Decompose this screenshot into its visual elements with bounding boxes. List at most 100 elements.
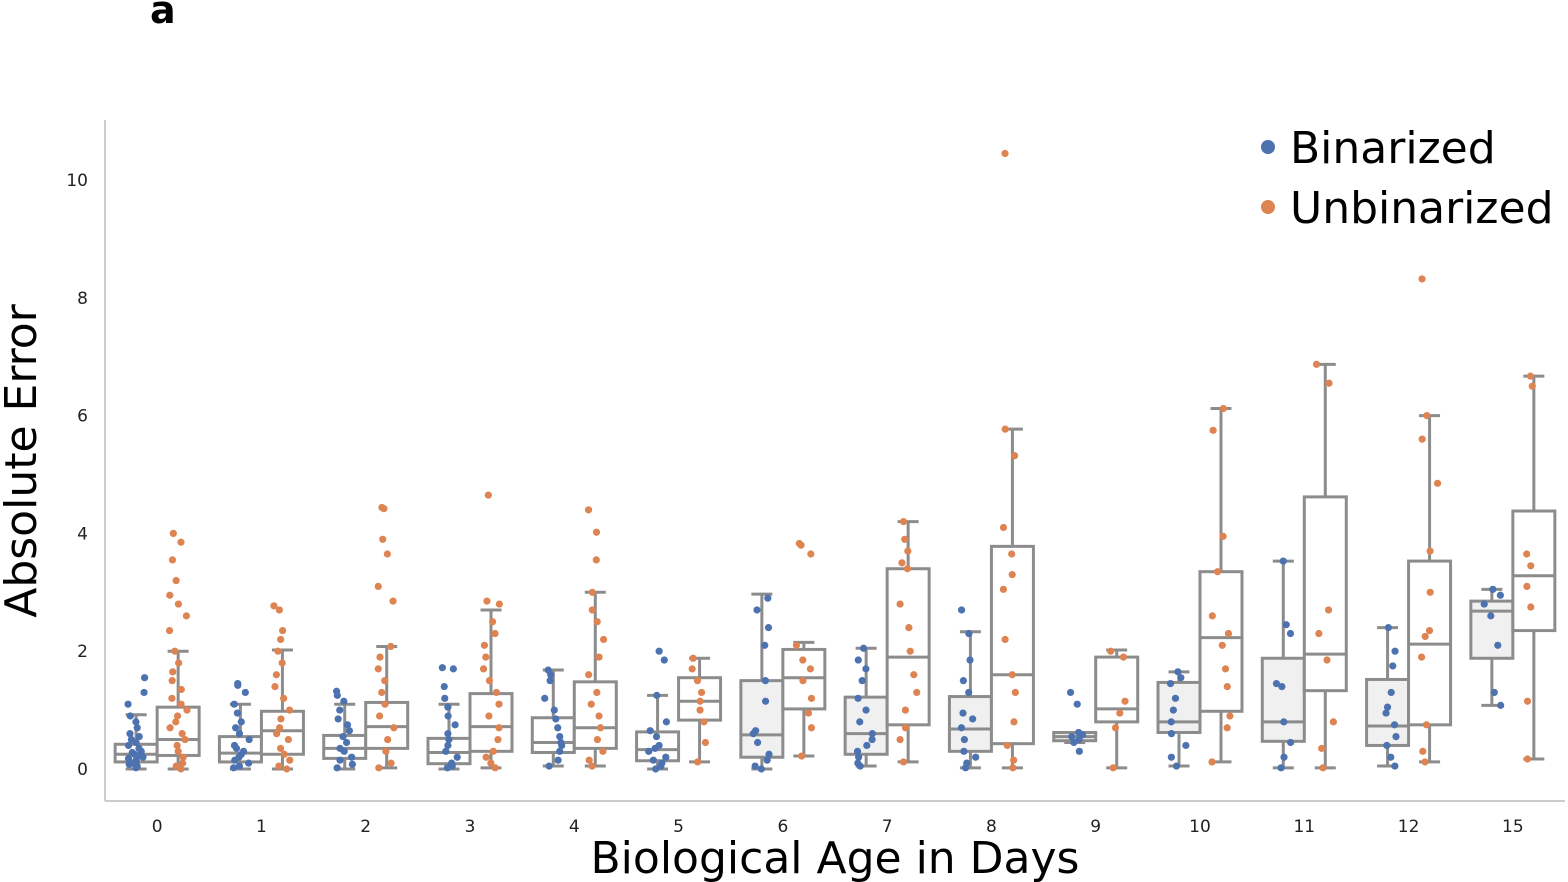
data-point-binarized [133, 724, 141, 732]
data-point-binarized [126, 712, 134, 720]
data-point-unbinarized [495, 600, 503, 608]
data-point-unbinarized [1009, 764, 1017, 772]
data-point-binarized [438, 664, 446, 672]
data-point-binarized [1066, 688, 1075, 697]
data-point-unbinarized [1119, 653, 1128, 661]
data-point-unbinarized [585, 671, 593, 679]
data-point-unbinarized [1523, 550, 1531, 558]
data-point-binarized [550, 706, 558, 714]
data-point-binarized [1496, 591, 1504, 599]
data-point-unbinarized [1329, 718, 1337, 726]
box-binarized [1260, 656, 1306, 743]
data-point-binarized [124, 700, 132, 708]
data-point-unbinarized [1008, 671, 1016, 679]
data-point-unbinarized [1010, 718, 1018, 726]
data-point-binarized [1169, 706, 1177, 714]
data-point-binarized [1490, 688, 1498, 697]
y-tick-label: 4 [77, 524, 88, 544]
data-point-unbinarized [173, 741, 181, 750]
data-point-binarized [1172, 762, 1181, 770]
data-point-unbinarized [1323, 656, 1331, 664]
data-point-binarized [334, 715, 342, 723]
data-point-unbinarized [1318, 744, 1326, 752]
data-point-unbinarized [904, 547, 912, 555]
data-point-unbinarized [798, 752, 806, 760]
data-point-unbinarized [1523, 697, 1532, 705]
data-point-unbinarized [1213, 568, 1222, 576]
data-point-unbinarized [383, 550, 391, 558]
data-point-binarized [862, 665, 870, 673]
data-point-binarized [336, 744, 344, 752]
x-tick-label: 8 [986, 817, 997, 837]
data-point-binarized [451, 721, 459, 729]
data-point-unbinarized [174, 600, 183, 608]
data-point-binarized [853, 747, 862, 755]
x-axis-title: Biological Age in Days [591, 833, 1080, 882]
data-point-binarized [336, 756, 344, 764]
data-point-unbinarized [489, 747, 497, 755]
data-point-unbinarized [169, 529, 177, 538]
x-tick-label: 7 [882, 817, 893, 837]
data-point-unbinarized [270, 602, 278, 610]
data-point-unbinarized [1523, 755, 1532, 763]
data-point-unbinarized [389, 597, 397, 605]
data-point-unbinarized [584, 506, 593, 514]
data-point-binarized [444, 741, 452, 750]
data-point-binarized [132, 718, 140, 726]
data-point-binarized [1286, 629, 1295, 638]
data-point-unbinarized [179, 753, 187, 761]
data-point-unbinarized [1223, 724, 1231, 732]
data-point-binarized [658, 759, 666, 767]
data-point-unbinarized [1111, 724, 1120, 732]
data-point-binarized [556, 747, 564, 755]
data-point-unbinarized [378, 688, 386, 697]
data-point-unbinarized [1209, 426, 1217, 434]
data-point-unbinarized [896, 600, 904, 608]
data-point-unbinarized [1226, 712, 1234, 720]
data-point-unbinarized [999, 585, 1008, 593]
data-point-unbinarized [905, 624, 913, 632]
box-unbinarized [1198, 570, 1244, 713]
data-point-binarized [348, 760, 356, 768]
data-point-binarized [763, 756, 771, 764]
data-point-binarized [1389, 662, 1397, 670]
data-point-binarized [662, 718, 671, 726]
data-point-unbinarized [1421, 758, 1429, 766]
data-point-binarized [1166, 679, 1175, 688]
box-unbinarized [885, 567, 931, 727]
data-point-binarized [959, 709, 967, 717]
data-point-unbinarized [804, 709, 813, 717]
data-point-unbinarized [482, 653, 490, 661]
data-point-binarized [1382, 709, 1390, 717]
legend-marker-binarized [1261, 140, 1275, 154]
legend-label-binarized: Binarized [1290, 123, 1496, 174]
data-point-unbinarized [795, 539, 803, 548]
data-point-binarized [761, 641, 769, 649]
x-tick-label: 3 [465, 817, 476, 837]
data-point-unbinarized [1433, 479, 1442, 487]
data-point-unbinarized [1109, 764, 1117, 772]
data-point-binarized [339, 733, 347, 741]
data-point-binarized [652, 765, 660, 773]
data-point-binarized [655, 647, 663, 655]
data-point-unbinarized [1001, 635, 1009, 644]
data-point-binarized [856, 718, 864, 726]
data-point-unbinarized [278, 659, 286, 667]
data-point-unbinarized [701, 738, 710, 747]
data-point-binarized [1384, 624, 1392, 632]
data-point-binarized [1272, 679, 1281, 688]
data-point-binarized [448, 759, 456, 767]
data-point-unbinarized [689, 654, 697, 662]
x-tick-label: 9 [1090, 817, 1101, 837]
data-point-unbinarized [1218, 641, 1226, 649]
data-point-binarized [348, 753, 356, 761]
data-point-binarized [449, 665, 457, 673]
data-point-binarized [959, 677, 967, 685]
data-point-binarized [1280, 753, 1288, 761]
data-point-unbinarized [1418, 275, 1426, 283]
data-point-unbinarized [1425, 626, 1434, 635]
data-point-unbinarized [1325, 379, 1333, 387]
data-point-unbinarized [1219, 532, 1227, 540]
data-point-unbinarized [595, 712, 603, 720]
